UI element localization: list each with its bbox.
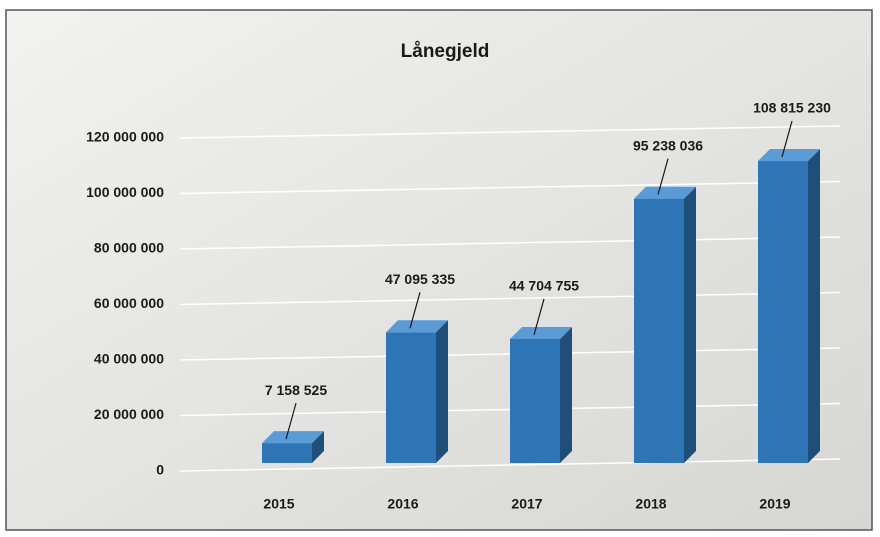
leader-line (533, 298, 545, 336)
bar-top (758, 149, 820, 162)
bar (510, 338, 560, 463)
grid-line (179, 458, 841, 472)
grid-line (179, 180, 841, 195)
bar (262, 443, 312, 463)
chart-title: Lånegjeld (401, 41, 490, 62)
x-tick-label: 2015 (263, 496, 294, 512)
value-label: 95 238 036 (633, 137, 703, 153)
x-tick-label: 2019 (759, 496, 790, 512)
leader-line (285, 402, 297, 440)
value-label: 108 815 230 (753, 100, 831, 116)
bar (758, 161, 808, 464)
y-tick-label: 60 000 000 (94, 295, 164, 311)
leader-line (657, 158, 669, 195)
y-tick-label: 120 000 000 (86, 129, 164, 145)
x-tick-label: 2017 (511, 496, 542, 512)
bar-side (684, 186, 696, 463)
bar-side (560, 326, 572, 463)
value-label: 47 095 335 (385, 271, 455, 287)
bar-top (634, 186, 696, 199)
value-label: 44 704 755 (509, 278, 579, 294)
x-tick-label: 2018 (635, 496, 666, 512)
y-tick-label: 100 000 000 (86, 184, 164, 200)
bar-top (386, 320, 448, 333)
y-tick-label: 40 000 000 (94, 351, 164, 367)
leader-line (781, 120, 793, 158)
grid-line (179, 291, 841, 306)
bar-side (436, 320, 448, 463)
y-tick-label: 0 (156, 462, 164, 478)
grid-line (179, 125, 841, 139)
bar-side (808, 149, 820, 464)
bar-top (510, 326, 572, 339)
y-tick-label: 20 000 000 (94, 406, 164, 422)
bar-top (262, 431, 324, 444)
bar (386, 332, 436, 463)
bar (634, 198, 684, 463)
y-tick-label: 80 000 000 (94, 240, 164, 256)
grid-line (179, 236, 841, 250)
leader-line (409, 292, 421, 329)
bar-side (312, 431, 324, 463)
value-label: 7 158 525 (265, 382, 327, 398)
x-tick-label: 2016 (387, 496, 418, 512)
